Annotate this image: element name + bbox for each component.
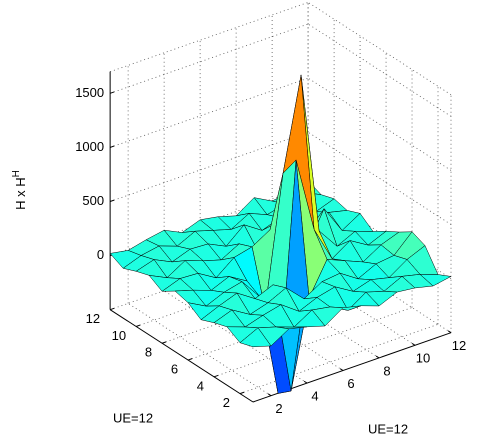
tick-mark xyxy=(267,393,272,397)
z-axis-label: H x HH xyxy=(11,170,29,210)
tick-mark xyxy=(109,91,115,94)
grid-line xyxy=(199,277,344,371)
tick-mark xyxy=(135,324,141,327)
y-tick-label: 8 xyxy=(145,345,152,360)
grid-line xyxy=(271,252,416,346)
grid-line xyxy=(307,23,452,117)
z-tick-label: 1000 xyxy=(75,139,104,154)
grid-line xyxy=(127,303,272,397)
tick-mark xyxy=(375,355,380,359)
tick-mark xyxy=(213,374,219,378)
tick-mark xyxy=(109,307,115,311)
surface-patch xyxy=(239,327,272,348)
y-tick-label: 10 xyxy=(112,328,126,343)
x-axis-label: UE=12 xyxy=(368,421,408,436)
y-tick-label: 4 xyxy=(197,378,204,393)
z-tick-label: 500 xyxy=(82,193,104,208)
tick-mark xyxy=(239,391,245,395)
x-tick-label: 10 xyxy=(416,351,430,366)
tick-mark xyxy=(339,368,344,371)
z-tick-label: 1500 xyxy=(75,85,104,100)
y-tick-label: 12 xyxy=(86,311,100,326)
x-tick-label: 12 xyxy=(452,338,466,353)
grid-line xyxy=(307,77,452,171)
z-label-text: H x H xyxy=(13,177,28,210)
grid-line xyxy=(307,131,452,225)
tick-mark xyxy=(187,358,193,361)
grid-line xyxy=(235,265,380,359)
box-edge xyxy=(109,2,309,73)
axis-line xyxy=(109,309,254,403)
tick-mark xyxy=(447,330,452,334)
x-tick-label: 4 xyxy=(311,389,318,404)
y-axis-label: UE=12 xyxy=(113,410,153,425)
grid-line xyxy=(109,77,309,148)
tick-mark xyxy=(411,343,416,346)
box-edge xyxy=(307,2,452,96)
x-tick-label: 8 xyxy=(383,363,390,378)
x-tick-label: 2 xyxy=(275,401,282,416)
grid-line xyxy=(307,240,452,334)
x-tick-label: 6 xyxy=(347,376,354,391)
grid-line xyxy=(239,323,439,394)
tick-mark xyxy=(303,380,308,384)
tick-mark xyxy=(161,341,167,344)
grid-line xyxy=(213,307,413,378)
grid-line xyxy=(109,131,309,202)
grid-line xyxy=(109,23,309,94)
tick-mark xyxy=(109,145,115,148)
y-tick-label: 2 xyxy=(223,395,230,410)
tick-mark xyxy=(109,199,115,202)
z-tick-label: 0 xyxy=(97,247,104,262)
z-label-superscript: H xyxy=(11,170,22,177)
y-tick-label: 6 xyxy=(171,361,178,376)
